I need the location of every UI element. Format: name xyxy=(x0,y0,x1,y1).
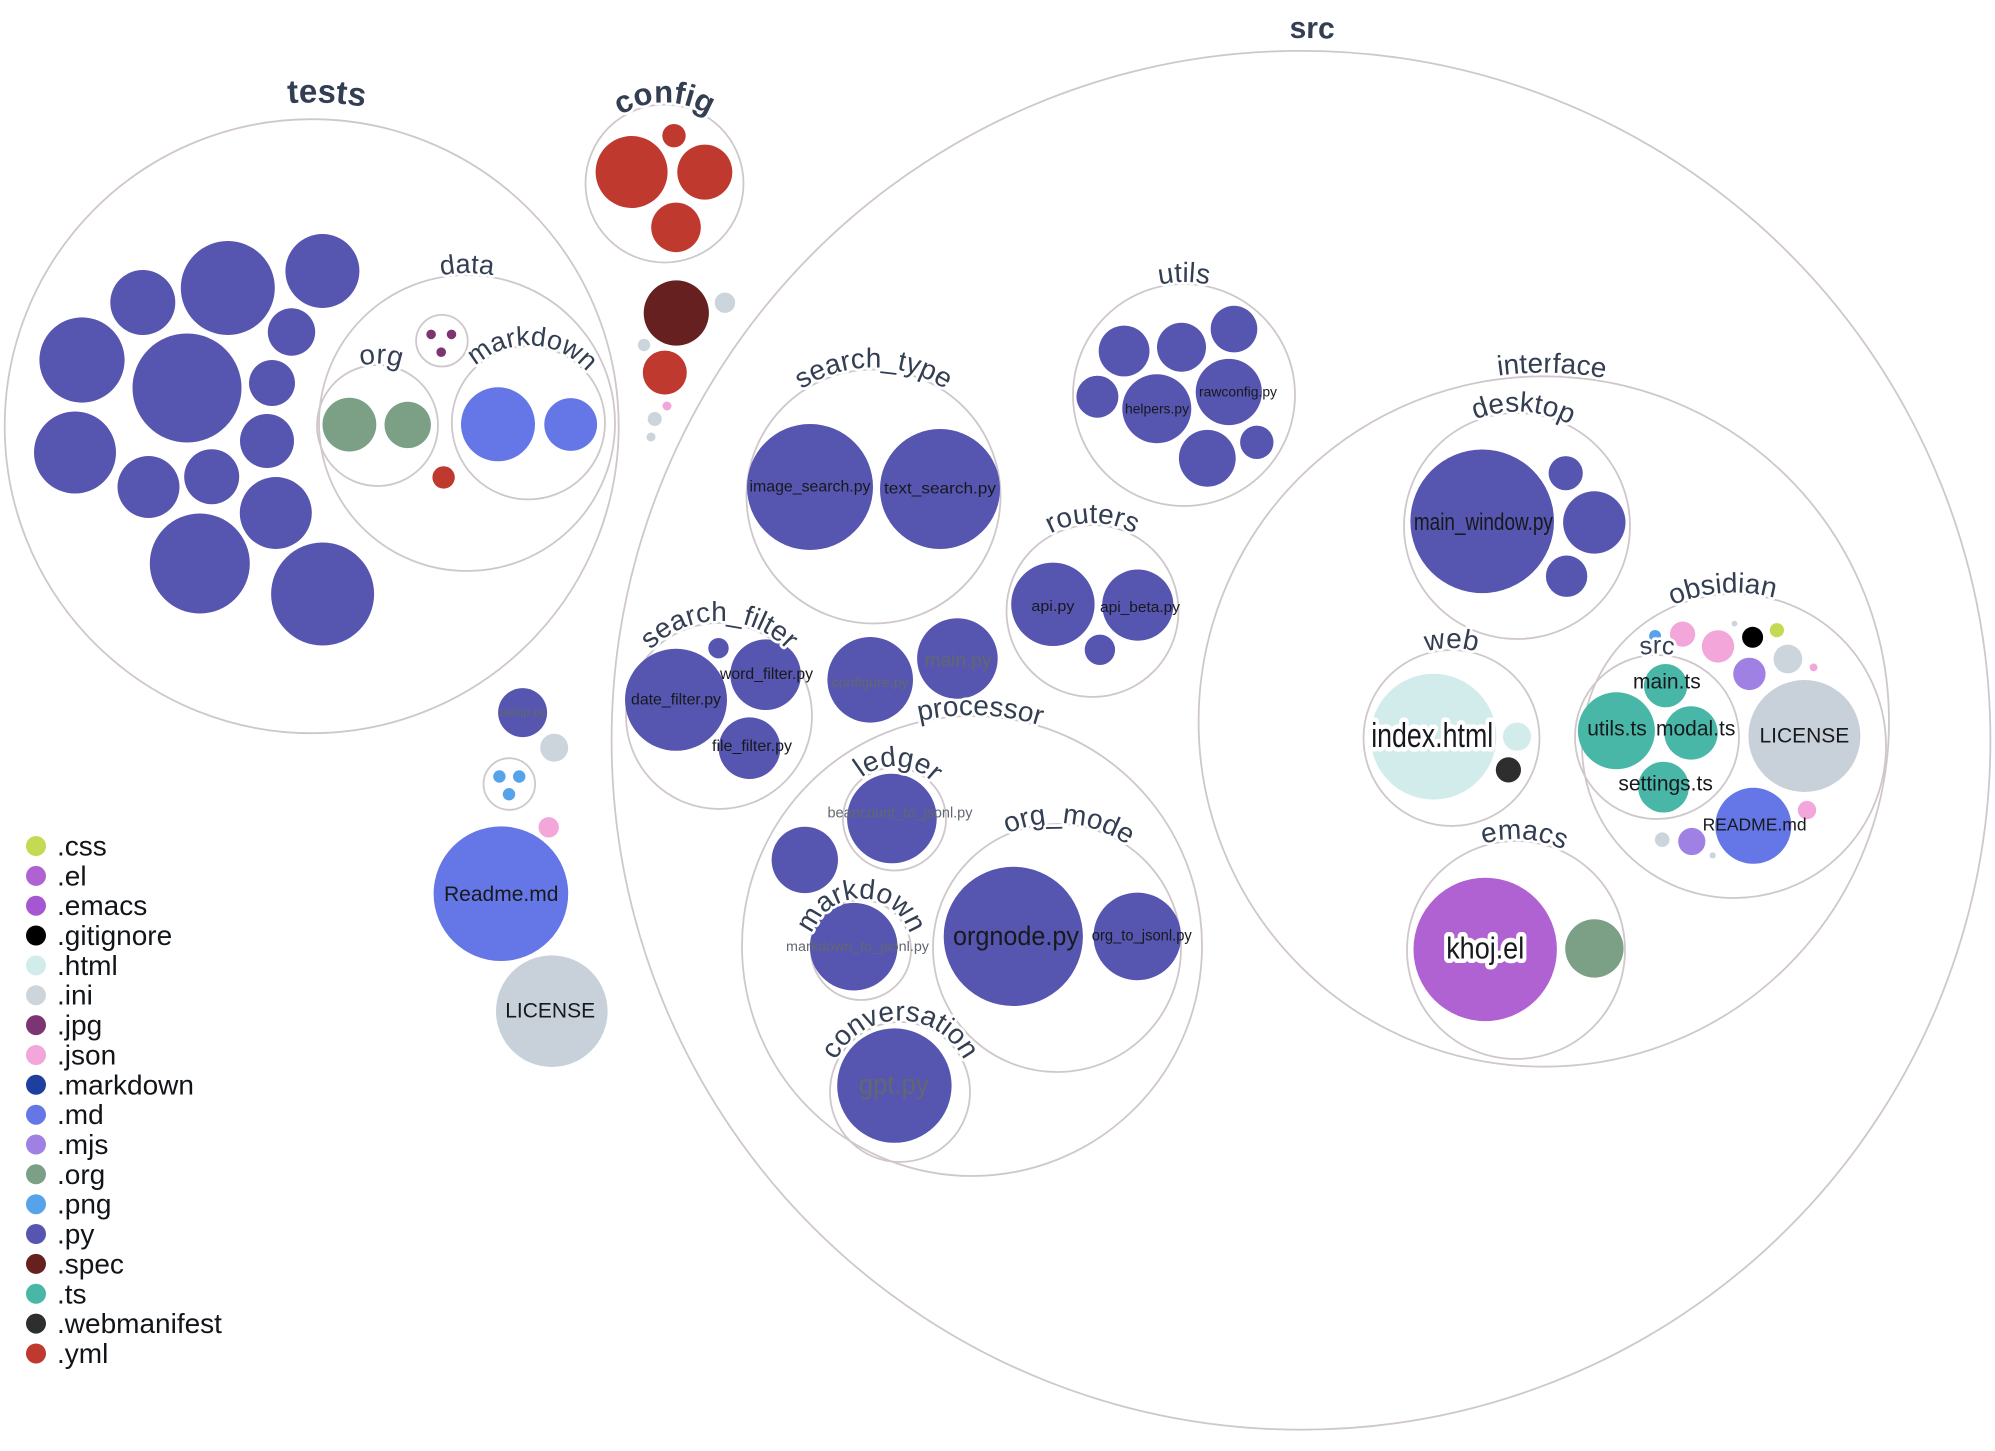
svg-text:beancount_to_jsonl.py: beancount_to_jsonl.py xyxy=(828,806,974,822)
svg-text:.md: .md xyxy=(57,1099,104,1130)
svg-text:utils: utils xyxy=(1156,257,1213,290)
svg-text:main_window.py: main_window.py xyxy=(1414,509,1553,536)
svg-text:main.py: main.py xyxy=(925,651,993,672)
svg-text:configure.py: configure.py xyxy=(832,675,910,691)
svg-text:src: src xyxy=(1638,632,1676,661)
svg-text:file_filter.py: file_filter.py xyxy=(712,738,792,755)
svg-text:.png: .png xyxy=(57,1189,112,1220)
svg-text:index.html: index.html xyxy=(1371,717,1493,755)
svg-text:.markdown: .markdown xyxy=(57,1069,194,1100)
svg-text:.yml: .yml xyxy=(57,1338,108,1369)
svg-text:data: data xyxy=(438,249,497,281)
svg-text:LICENSE: LICENSE xyxy=(505,1000,595,1023)
svg-text:settings.ts: settings.ts xyxy=(1618,773,1713,796)
svg-text:.ts: .ts xyxy=(57,1278,87,1309)
svg-text:word_filter.py: word_filter.py xyxy=(719,666,813,683)
svg-text:.gitignore: .gitignore xyxy=(57,920,172,951)
svg-text:.css: .css xyxy=(57,831,107,862)
svg-text:.html: .html xyxy=(57,950,118,981)
svg-text:.emacs: .emacs xyxy=(57,890,147,921)
svg-text:org_to_jsonl.py: org_to_jsonl.py xyxy=(1092,928,1192,945)
svg-text:.ini: .ini xyxy=(57,980,93,1011)
svg-text:.webmanifest: .webmanifest xyxy=(57,1308,222,1339)
svg-text:helpers.py: helpers.py xyxy=(1125,401,1189,417)
svg-text:.el: .el xyxy=(57,860,87,891)
svg-text:.jpg: .jpg xyxy=(57,1010,102,1041)
svg-text:.py: .py xyxy=(57,1219,94,1250)
svg-text:.spec: .spec xyxy=(57,1248,124,1279)
svg-text:main.ts: main.ts xyxy=(1633,671,1701,694)
svg-text:gpt.py: gpt.py xyxy=(859,1069,929,1100)
svg-text:src: src xyxy=(1289,12,1335,46)
svg-text:markdown_to_jsonl.py: markdown_to_jsonl.py xyxy=(786,938,930,954)
svg-text:api.py: api.py xyxy=(1031,599,1075,615)
svg-text:LICENSE: LICENSE xyxy=(1759,725,1849,748)
svg-text:Readme.md: Readme.md xyxy=(444,883,558,906)
svg-text:orgnode.py: orgnode.py xyxy=(953,921,1079,951)
svg-text:.mjs: .mjs xyxy=(57,1129,108,1160)
svg-text:interface: interface xyxy=(1495,348,1609,384)
svg-text:.org: .org xyxy=(57,1159,105,1190)
svg-text:README.md: README.md xyxy=(1703,815,1807,835)
svg-text:org: org xyxy=(357,338,407,373)
svg-text:text_search.py: text_search.py xyxy=(884,481,996,498)
svg-text:image_search.py: image_search.py xyxy=(750,479,871,496)
svg-text:utils.ts: utils.ts xyxy=(1587,718,1647,741)
svg-text:rawconfig.py: rawconfig.py xyxy=(1199,384,1277,400)
svg-text:api_beta.py: api_beta.py xyxy=(1100,600,1181,616)
svg-text:web: web xyxy=(1421,623,1482,657)
svg-text:.json: .json xyxy=(57,1040,116,1071)
svg-text:tests: tests xyxy=(286,72,369,113)
svg-text:setup.py: setup.py xyxy=(500,705,547,719)
svg-text:date_filter.py: date_filter.py xyxy=(631,692,721,709)
svg-text:modal.ts: modal.ts xyxy=(1656,718,1735,741)
svg-text:khoj.el: khoj.el xyxy=(1446,931,1524,966)
